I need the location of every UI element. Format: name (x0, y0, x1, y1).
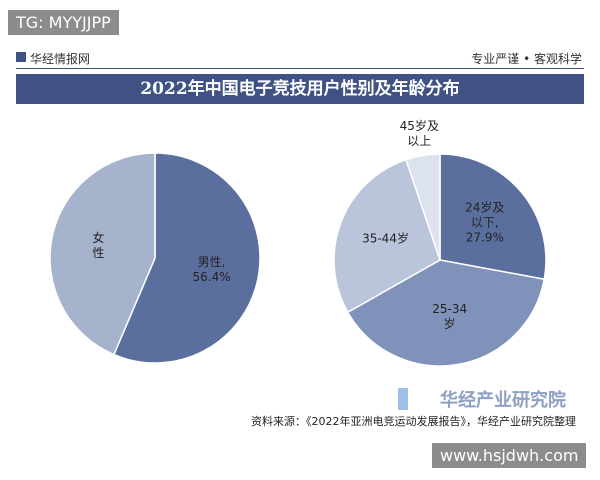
category-label: 25-34岁 (432, 302, 468, 332)
footer-logo: 华经产业研究院 (440, 390, 566, 411)
category-label: 男性, (197, 254, 226, 269)
value-label: 56.4% (192, 269, 231, 284)
slice-label: 35-44岁 (356, 232, 416, 247)
source-note: 资料来源：《2022年亚洲电竞运动发展报告》，华经产业研究院整理 (251, 415, 576, 428)
pie-slice (49, 152, 156, 356)
pie-slice (439, 153, 547, 281)
watermark: www.hsjdwh.com (432, 443, 587, 468)
slice-label: 男性, 56.4% (190, 255, 234, 285)
slice-label: 25-34岁 (428, 302, 472, 332)
value-label: 27.9% (465, 230, 504, 245)
category-label: 女性 (92, 231, 105, 261)
logo-icon (398, 388, 408, 410)
category-label: 45岁及以上 (399, 119, 439, 149)
slogan: 专业严谨 • 客观科学 (471, 52, 582, 66)
header-rule (16, 68, 584, 69)
watermark: TG: MYYJJPP (8, 10, 119, 35)
pie-slice (405, 153, 441, 261)
slice-label: 24岁及以下, 27.9% (463, 200, 507, 245)
pie-slice (333, 158, 441, 314)
category-label: 35-44岁 (362, 231, 409, 246)
pie-slice (346, 259, 546, 367)
pie-slice (112, 152, 261, 364)
brand: 华经情报网 (30, 52, 91, 66)
logo-icon (16, 52, 26, 62)
slice-label: 女性 (91, 231, 105, 261)
chart-title: 2022年中国电子竞技用户性别及年龄分布 (16, 74, 584, 104)
category-label: 24岁及以下, (465, 200, 505, 230)
slice-label: 45岁及以上 (397, 119, 441, 149)
